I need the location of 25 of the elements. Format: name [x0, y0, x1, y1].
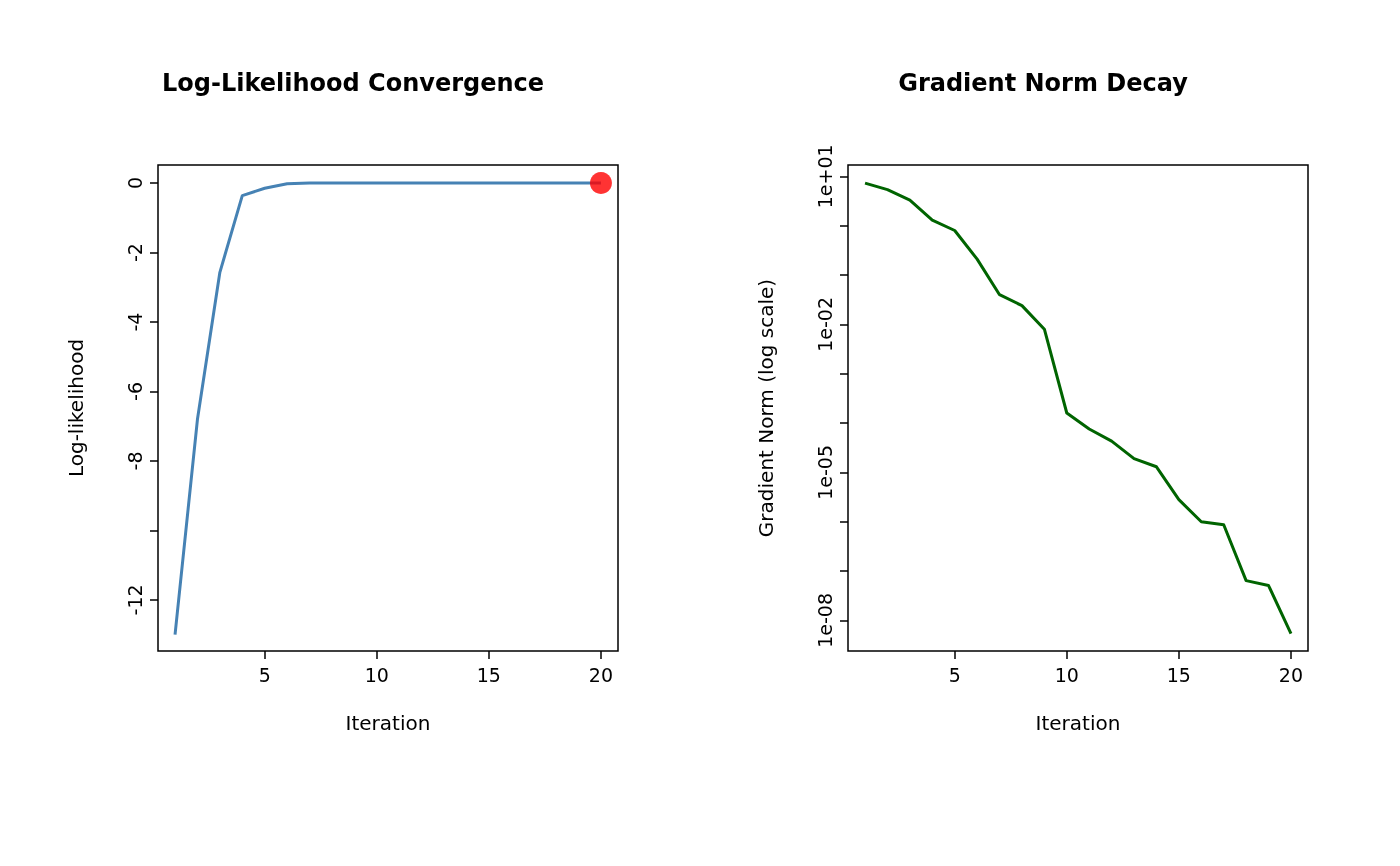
y-tick-label: 1e-08 — [813, 593, 836, 648]
y-axis-title: Gradient Norm (log scale) — [754, 278, 778, 538]
x-tick-label: 20 — [1278, 663, 1304, 686]
y-tick-label: 1e-02 — [813, 296, 836, 352]
y-tick-label: -12 — [123, 584, 146, 616]
chart-title: Gradient Norm Decay — [898, 69, 1189, 97]
x-tick-label: 10 — [1054, 663, 1079, 686]
y-tick-label: -2 — [123, 243, 146, 263]
x-tick-label: 5 — [258, 663, 271, 686]
line-series — [863, 181, 1293, 636]
x-tick-label: 5 — [948, 663, 961, 686]
y-axis-title: Log-likelihood — [64, 338, 88, 478]
chart-title: Log-Likelihood Convergence — [161, 69, 545, 97]
x-tick-label: 15 — [1166, 663, 1191, 686]
x-tick-label: 15 — [476, 663, 501, 686]
x-axis-title: Iteration — [1035, 711, 1121, 735]
y-tick-label: 0 — [123, 177, 146, 190]
y-tick-label: -6 — [123, 382, 146, 401]
y-tick-label: 1e-05 — [813, 445, 836, 500]
x-tick-label: 10 — [364, 663, 389, 686]
x-tick-label: 20 — [588, 663, 614, 686]
x-axis-title: Iteration — [345, 711, 431, 735]
y-tick-label: -8 — [123, 451, 146, 471]
y-tick-label: -4 — [123, 312, 146, 332]
y-tick-label: 1e+01 — [813, 144, 836, 209]
